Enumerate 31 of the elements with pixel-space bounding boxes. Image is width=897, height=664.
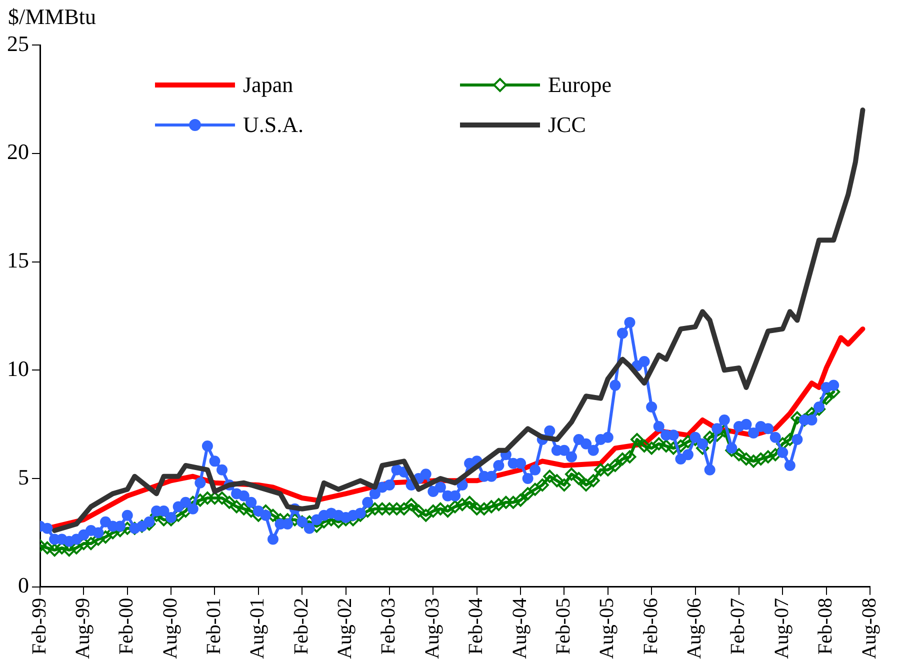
- x-tick-label: Aug-02: [334, 598, 356, 660]
- y-tick-label: 10: [7, 356, 29, 381]
- y-axis-title: $/MMBtu: [8, 4, 96, 29]
- y-tick-label: 15: [7, 248, 29, 273]
- x-tick-label: Aug-08: [858, 598, 880, 660]
- y-tick-label: 25: [7, 30, 29, 56]
- legend-label: JCC: [548, 112, 586, 137]
- x-tick-label: Aug-00: [159, 598, 182, 660]
- x-tick-label: Feb-08: [814, 598, 837, 655]
- x-tick-label: Feb-01: [202, 598, 225, 655]
- x-tick-label: Feb-06: [640, 598, 662, 655]
- x-tick-label: Aug-07: [770, 598, 793, 660]
- x-tick-label: Feb-07: [727, 598, 750, 655]
- x-tick-label: Aug-03: [421, 598, 444, 660]
- x-tick-label: Feb-02: [290, 598, 312, 655]
- x-tick-label: Aug-04: [508, 598, 531, 660]
- legend-label: Europe: [548, 72, 612, 97]
- x-tick-label: Aug-99: [72, 598, 94, 660]
- y-tick-label: 20: [7, 139, 29, 164]
- legend-label: Japan: [243, 72, 294, 97]
- legend-label: U.S.A.: [243, 112, 304, 137]
- y-tick-label: 5: [18, 464, 29, 490]
- y-tick-label: 0: [18, 572, 29, 598]
- x-tick-label: Feb-00: [116, 598, 138, 655]
- x-tick-label: Aug-01: [246, 598, 269, 660]
- x-tick-label: Aug-06: [684, 598, 706, 660]
- x-tick-label: Feb-99: [28, 598, 50, 655]
- x-tick-label: Feb-05: [552, 598, 574, 655]
- x-tick-label: Aug-05: [596, 598, 618, 660]
- x-tick-label: Feb-04: [465, 598, 488, 655]
- x-tick-label: Feb-03: [378, 598, 400, 655]
